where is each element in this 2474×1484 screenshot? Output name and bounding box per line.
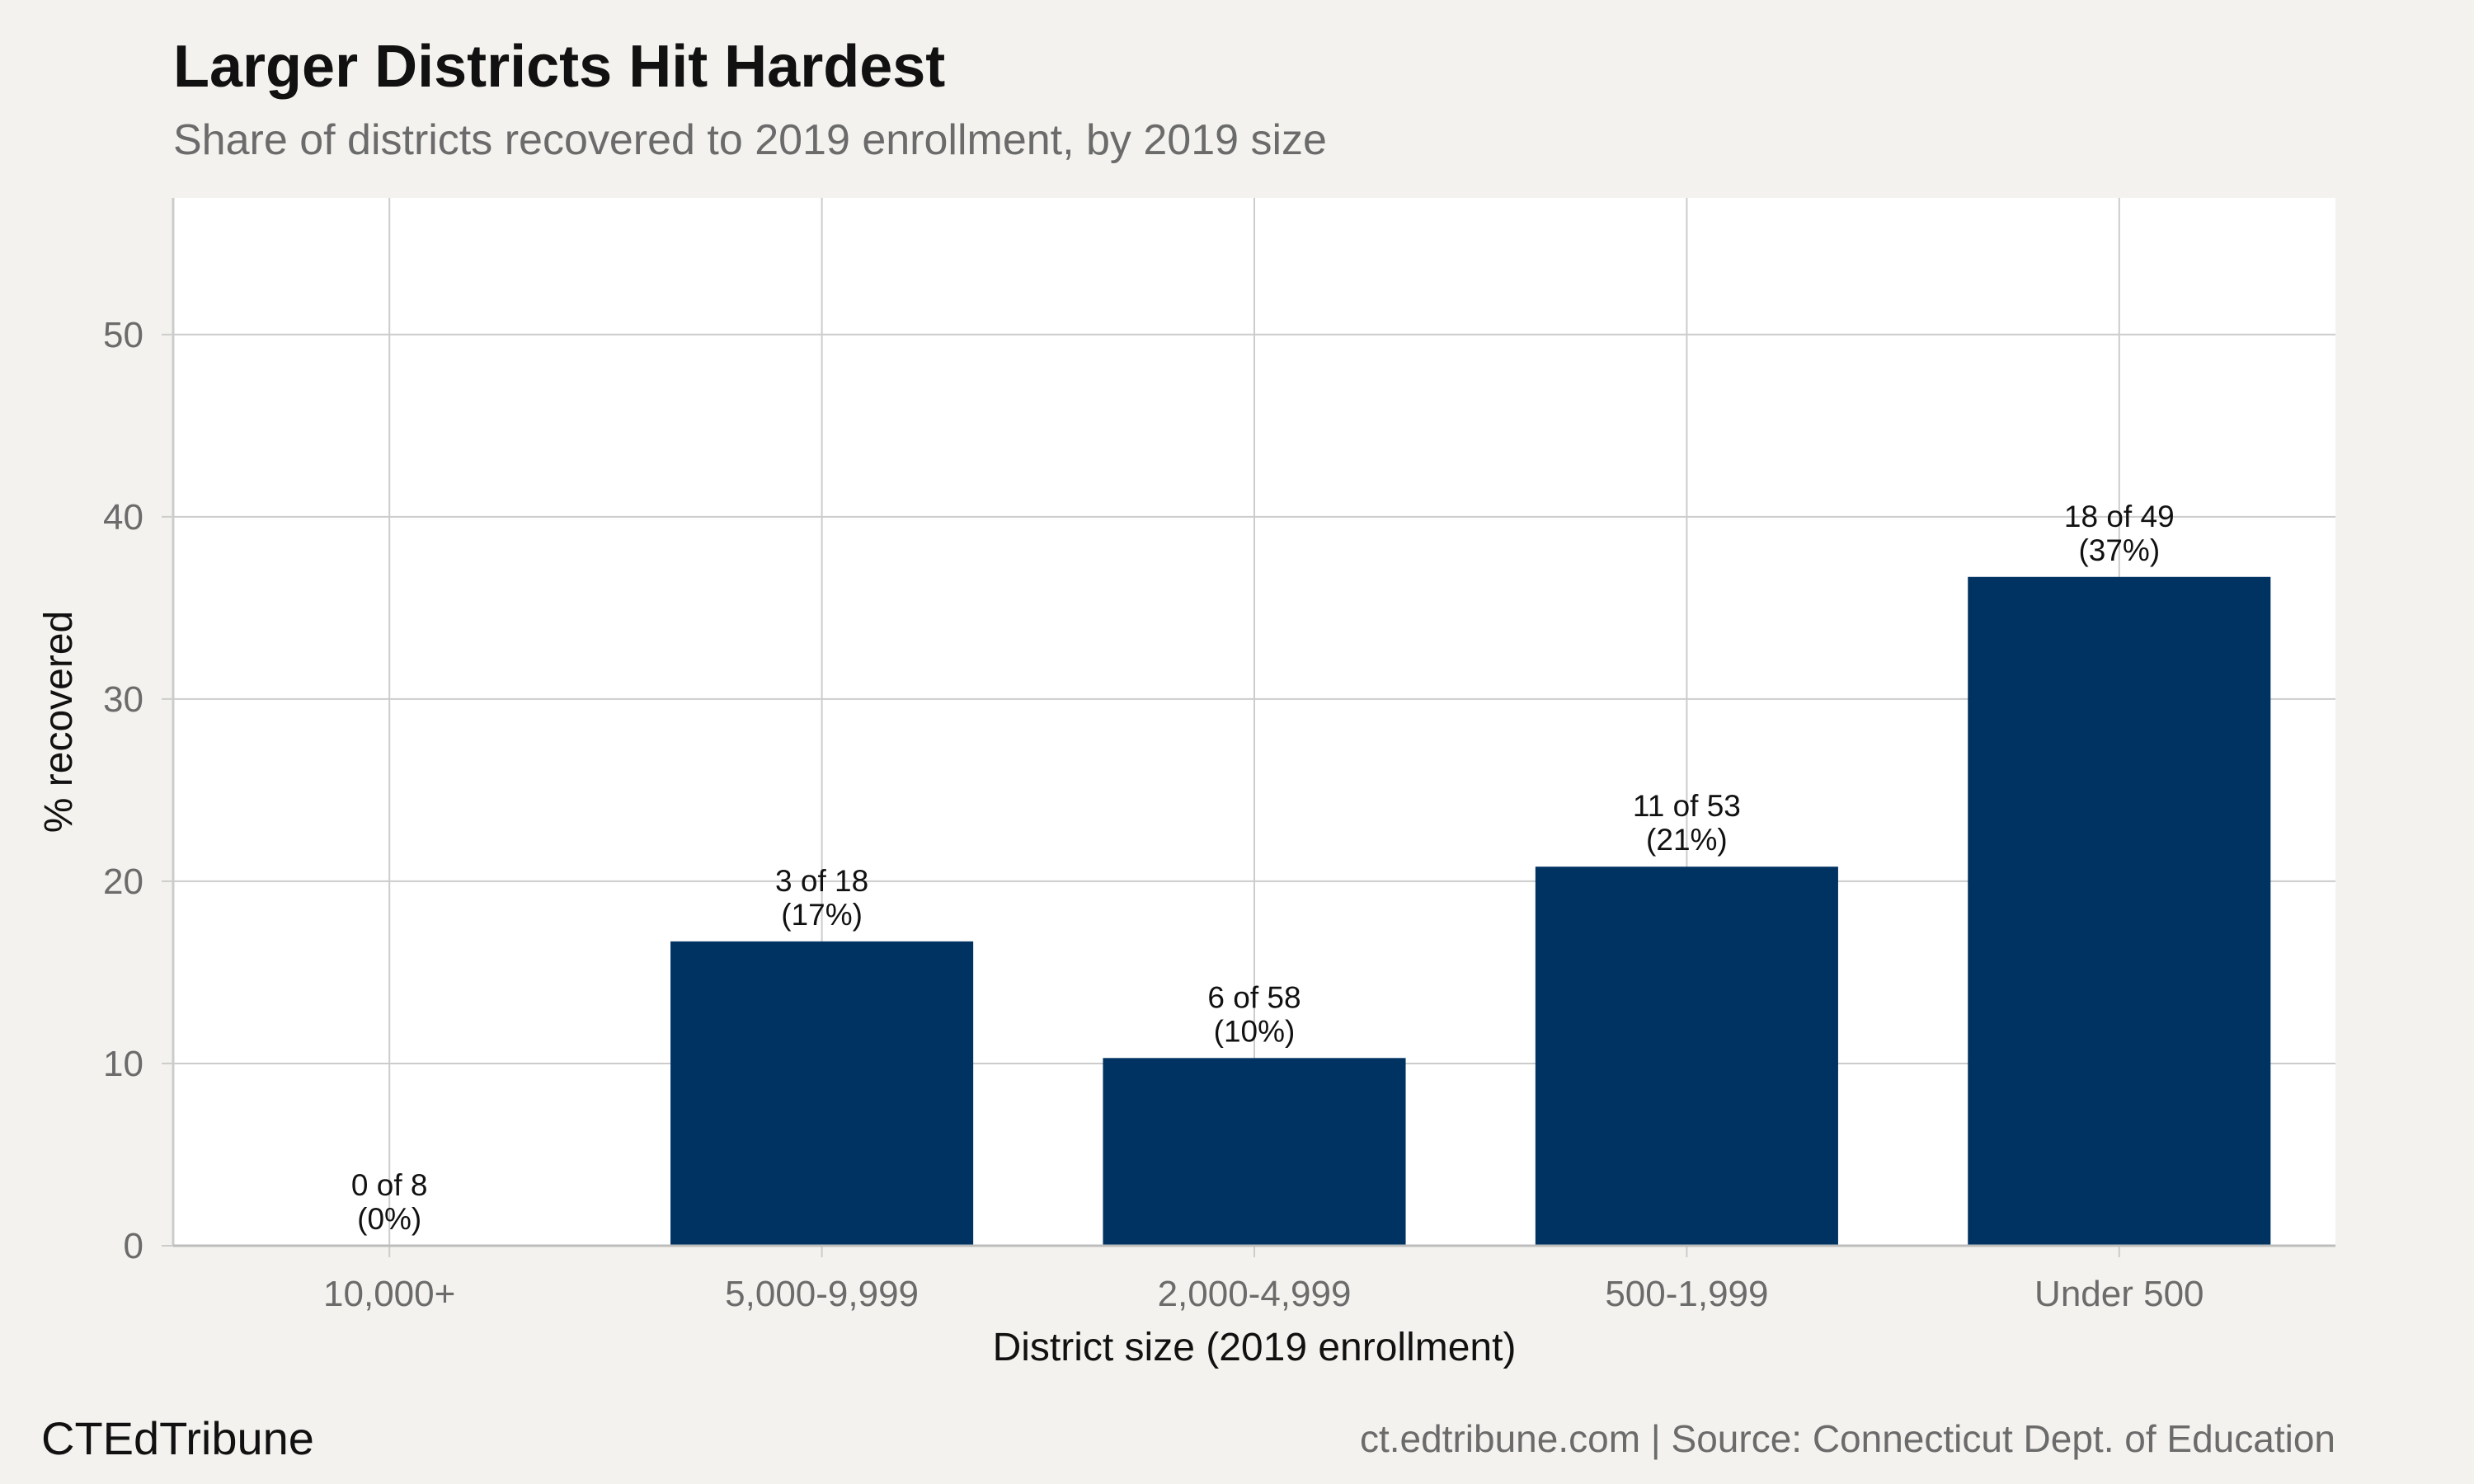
data-label: (0%) [357,1202,421,1236]
bar [670,941,974,1246]
x-tick-label: 2,000-4,999 [1158,1274,1352,1314]
data-label: 11 of 53 [1633,789,1741,823]
data-label: 0 of 8 [351,1168,428,1202]
data-label: (17%) [781,898,863,932]
data-label: 18 of 49 [2064,500,2175,533]
y-tick-label: 30 [103,679,143,720]
x-axis-title: District size (2019 enrollment) [993,1326,1517,1369]
data-label-layer: 0 of 8(0%) 3 of 18(17%) 6 of 58(10%) 11 of … [351,500,2175,1236]
x-tick-label: 10,000+ [323,1274,455,1314]
data-label: 3 of 18 [775,864,868,898]
chart-title: Larger Districts Hit Hardest [173,34,946,100]
y-tick-label: 10 [103,1044,143,1084]
y-tick-label: 40 [103,497,143,538]
x-tick-label: Under 500 [2034,1274,2204,1314]
chart-subtitle: Share of districts recovered to 2019 enr… [173,116,1327,164]
source-caption: ct.edtribune.com | Source: Connecticut D… [1359,1417,2335,1460]
x-tick-label: 500-1,999 [1605,1274,1768,1314]
bar [1535,866,1838,1246]
bar-layer [670,576,2271,1246]
data-label: (10%) [1214,1014,1296,1048]
bar [1103,1058,1406,1246]
y-tick-label: 50 [103,315,143,355]
y-tick-label: 20 [103,862,143,902]
bar [1968,576,2271,1246]
x-tick-label: 5,000-9,999 [725,1274,919,1314]
y-tick-label: 0 [124,1226,143,1266]
data-label: (37%) [2078,533,2160,567]
data-label: (21%) [1646,823,1728,857]
data-label: 6 of 58 [1207,980,1300,1014]
y-axis-title: % recovered [37,611,81,833]
axis-layer: 0 10 20 30 40 50 10,000+ 5,000-9,999 2,000-4,999… [103,198,2335,1314]
brand-name: CTEdTribune [41,1412,314,1464]
